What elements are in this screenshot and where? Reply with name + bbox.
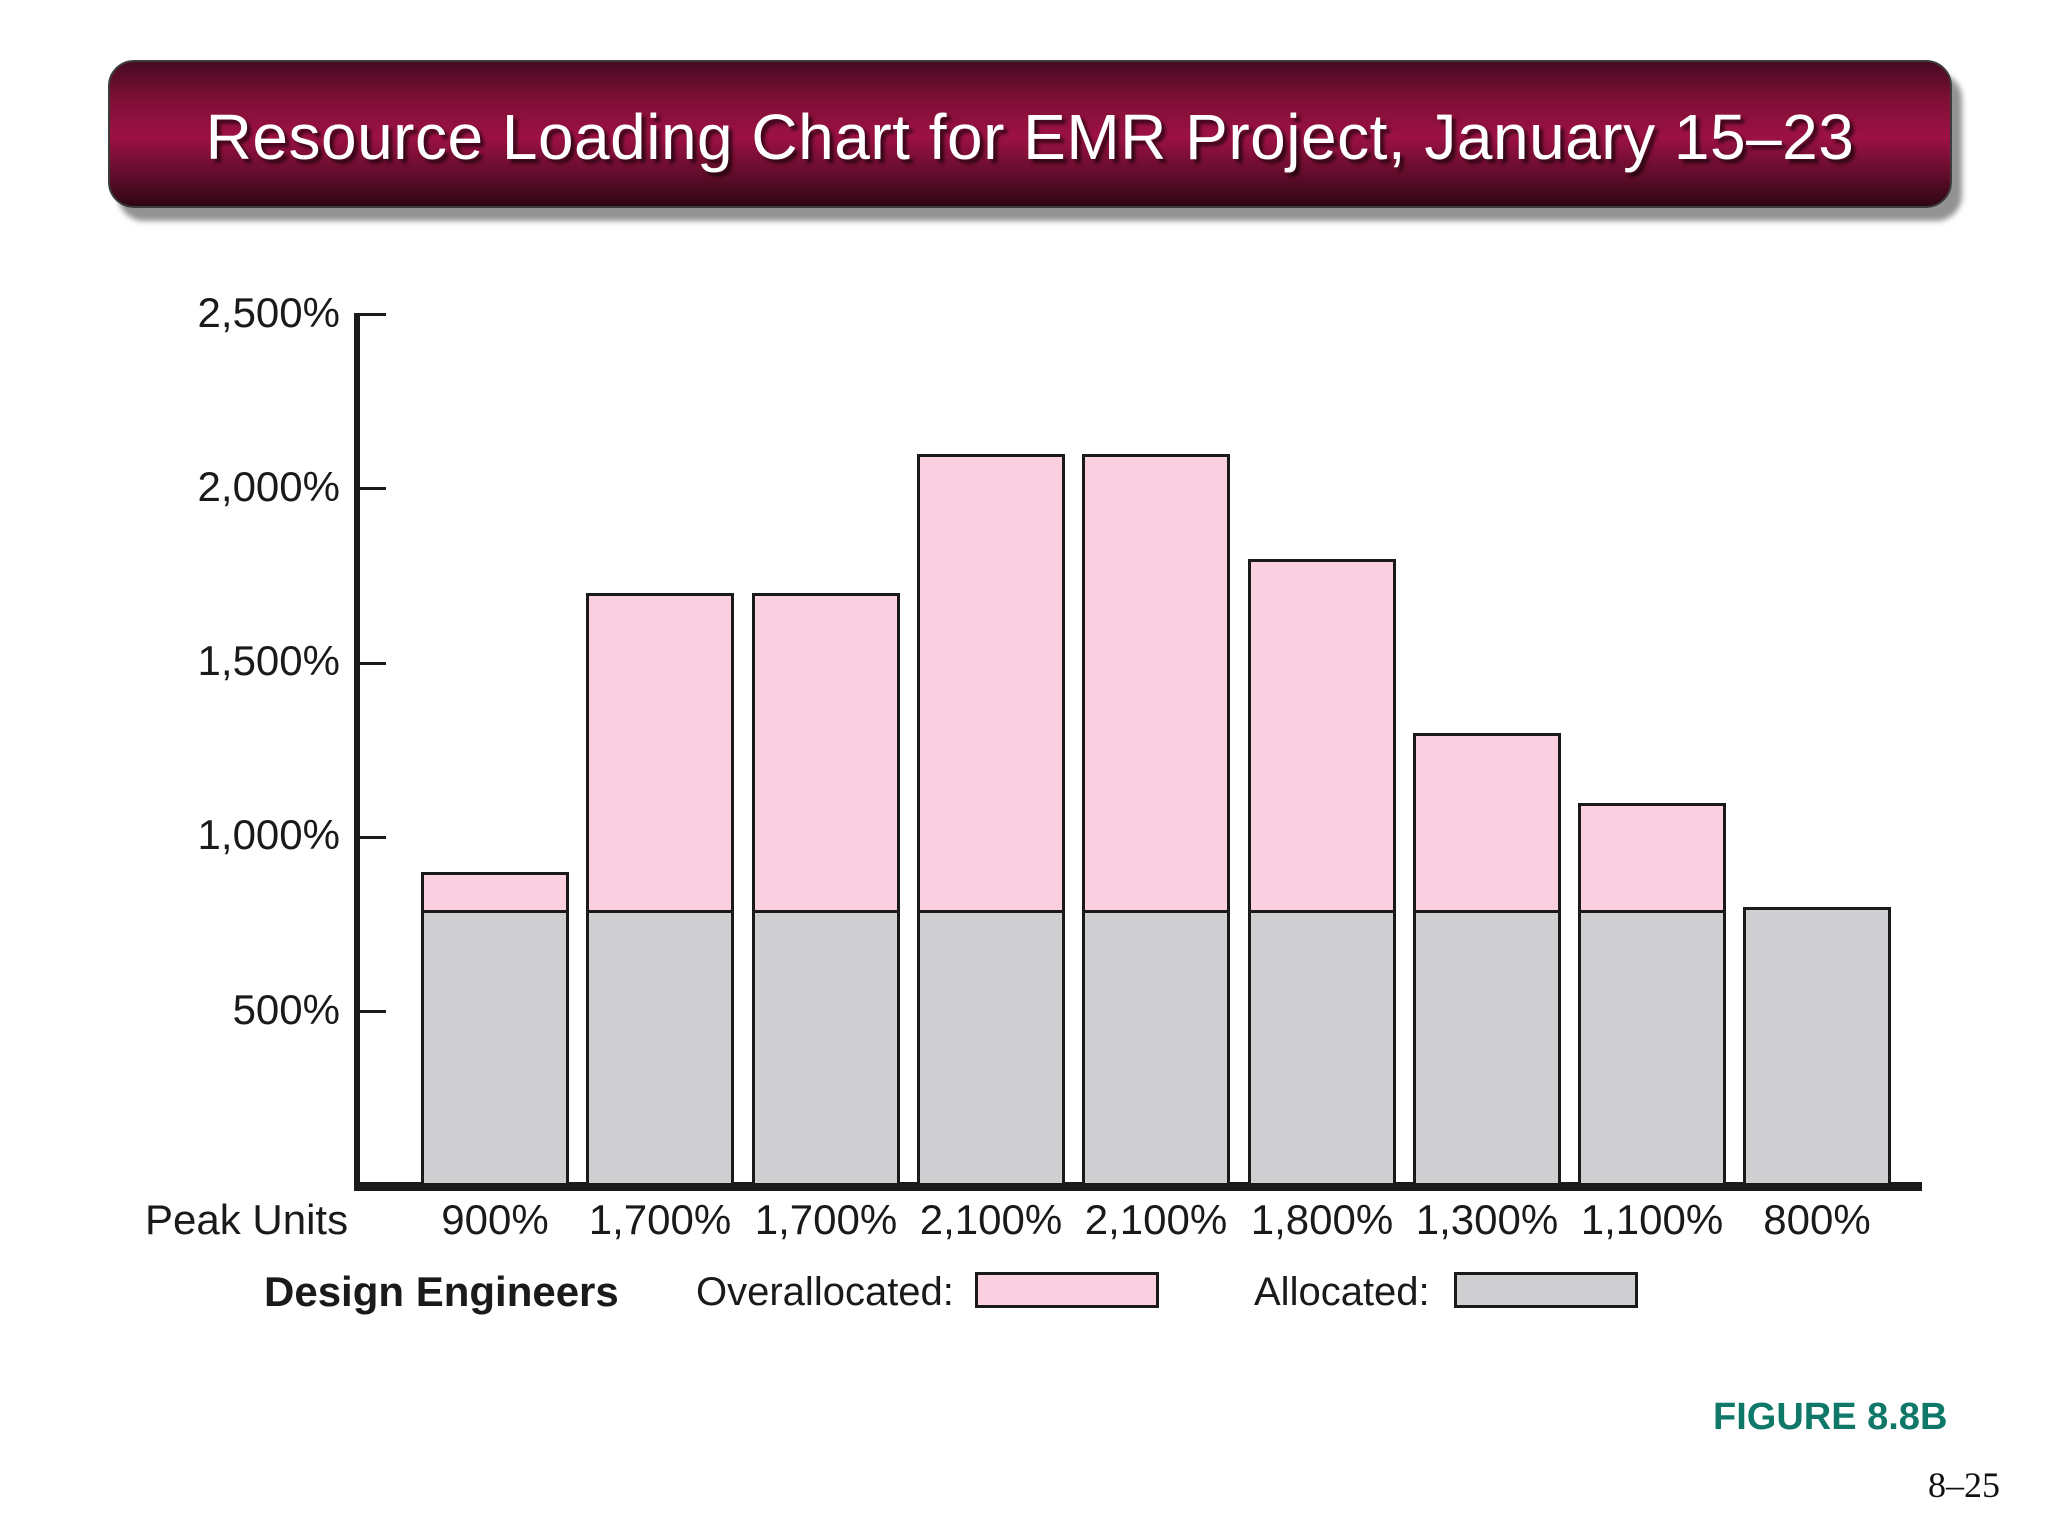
page-title: Resource Loading Chart for EMR Project, … bbox=[205, 101, 1855, 173]
x-value-label: 1,300% bbox=[1415, 1196, 1559, 1243]
bar-allocated-segment bbox=[920, 910, 1062, 1183]
y-tick-label: 2,000% bbox=[197, 462, 340, 510]
y-tick bbox=[360, 661, 386, 665]
legend-resource-label: Design Engineers bbox=[264, 1268, 619, 1315]
x-value-label: 1,800% bbox=[1250, 1196, 1394, 1243]
y-tick-label: 2,500% bbox=[197, 288, 340, 336]
bar-2,100% bbox=[1082, 454, 1230, 1186]
y-tick bbox=[360, 313, 386, 316]
x-value-label: 2,100% bbox=[919, 1196, 1063, 1243]
bar-allocated-segment bbox=[1251, 910, 1393, 1183]
y-tick-label: 1,000% bbox=[197, 811, 340, 859]
figure-caption: FIGURE 8.8B bbox=[1713, 1396, 1948, 1438]
bar-1,100% bbox=[1578, 803, 1726, 1186]
y-tick bbox=[360, 835, 386, 839]
bar-allocated-segment bbox=[424, 910, 566, 1183]
bar-allocated-segment bbox=[1085, 910, 1227, 1183]
y-axis-line bbox=[354, 313, 360, 1190]
bar-1,300% bbox=[1413, 733, 1561, 1186]
bar-800% bbox=[1743, 907, 1891, 1186]
bar-1,800% bbox=[1248, 559, 1396, 1186]
x-value-label: 1,700% bbox=[754, 1196, 898, 1243]
legend-allocated-label: Allocated: bbox=[1254, 1270, 1430, 1314]
bar-1,700% bbox=[586, 593, 734, 1186]
x-value-label: 1,100% bbox=[1580, 1196, 1724, 1243]
x-axis-line bbox=[354, 1182, 1922, 1191]
x-value-label: 800% bbox=[1763, 1196, 1871, 1243]
peak-units-label: Peak Units bbox=[145, 1196, 349, 1243]
bar-1,700% bbox=[752, 593, 900, 1186]
title-banner: Resource Loading Chart for EMR Project, … bbox=[108, 60, 1952, 208]
bar-allocated-segment bbox=[1416, 910, 1558, 1183]
legend-overallocated-swatch bbox=[975, 1272, 1159, 1308]
bar-900% bbox=[421, 872, 569, 1186]
y-tick-label: 500% bbox=[232, 985, 340, 1033]
page-number: 8–25 bbox=[1928, 1465, 2000, 1505]
x-value-label: 1,700% bbox=[588, 1196, 732, 1243]
y-tick-label: 1,500% bbox=[197, 637, 340, 685]
bar-2,100% bbox=[917, 454, 1065, 1186]
legend-overallocated-label: Overallocated: bbox=[696, 1270, 954, 1314]
x-value-label: 2,100% bbox=[1084, 1196, 1228, 1243]
y-tick bbox=[360, 1010, 386, 1014]
legend-allocated-swatch bbox=[1454, 1272, 1638, 1308]
y-tick bbox=[360, 487, 386, 491]
bar-allocated-segment bbox=[1581, 910, 1723, 1183]
bar-allocated-segment bbox=[755, 910, 897, 1183]
x-value-label: 900% bbox=[441, 1196, 549, 1243]
bar-allocated-segment bbox=[589, 910, 731, 1183]
